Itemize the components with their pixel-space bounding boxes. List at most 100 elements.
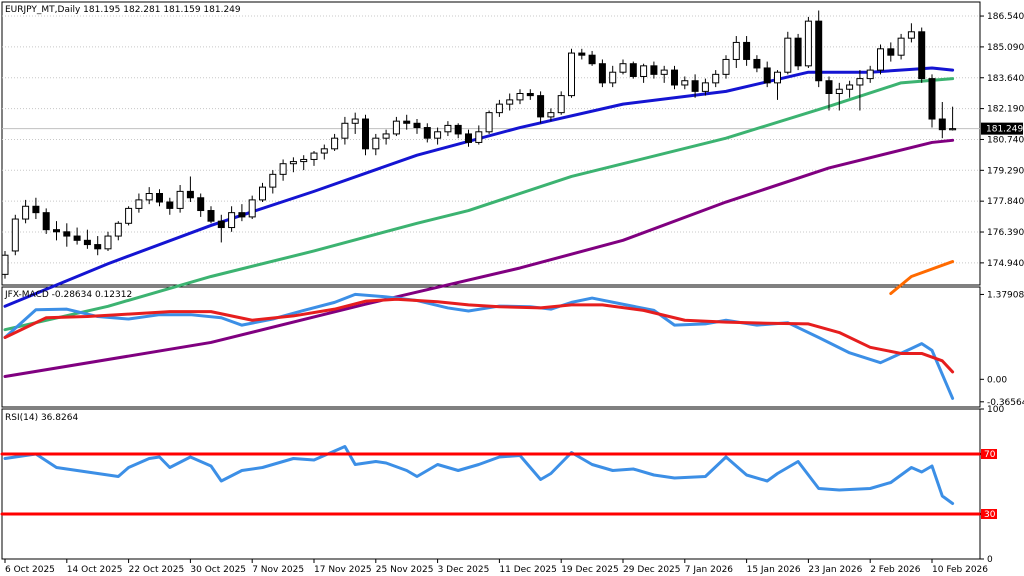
rsi-y-tick-label: 100	[987, 405, 1004, 415]
candle-body	[753, 58, 761, 69]
x-tick-label: 29 Dec 2025	[623, 565, 681, 575]
x-tick-label: 14 Oct 2025	[67, 565, 123, 575]
candle	[526, 89, 534, 100]
panel-frame-0	[1, 1, 981, 286]
candle	[475, 125, 483, 145]
candle-body	[722, 58, 730, 75]
candle-body	[526, 92, 534, 97]
candle-body	[403, 120, 411, 124]
macd-y-tick-label: 0.00	[987, 375, 1007, 385]
candle-body	[846, 84, 854, 90]
candle	[269, 170, 277, 194]
candle	[279, 159, 287, 181]
candle-body	[578, 52, 586, 56]
candle-body	[382, 133, 390, 139]
candle-body	[887, 48, 895, 56]
candle-body	[928, 78, 936, 120]
candle-body	[660, 69, 668, 75]
candle-body	[63, 231, 71, 237]
rsi-y-tick-label: 30	[984, 510, 996, 520]
candle-body	[351, 118, 359, 124]
candle	[114, 221, 122, 241]
candle	[63, 223, 71, 247]
candle	[712, 70, 720, 88]
price-y-tick-label: 185.090	[987, 43, 1024, 53]
candle-body	[423, 127, 431, 139]
candle	[248, 195, 256, 220]
candle	[444, 121, 452, 137]
candle-body	[228, 212, 236, 229]
candle	[372, 133, 380, 156]
candle-body	[259, 186, 266, 201]
candle	[897, 33, 905, 60]
candle	[825, 76, 833, 111]
candle	[650, 61, 658, 79]
candle	[362, 114, 369, 156]
candle-body	[835, 88, 843, 94]
candle	[815, 10, 823, 88]
candle	[928, 74, 936, 128]
candle	[300, 155, 308, 171]
candle-body	[53, 229, 60, 233]
last-price-label: 181.249	[986, 125, 1023, 135]
candle-body	[310, 152, 318, 160]
moving-average-line-1	[3, 77, 955, 332]
moving-average-line-2	[3, 138, 955, 378]
macd-y-tick-label: 1.37908	[987, 290, 1024, 300]
panel-frames	[1, 1, 981, 560]
candle-body	[804, 20, 812, 67]
x-tick-label: 6 Oct 2025	[5, 565, 55, 575]
candle-body	[547, 112, 555, 118]
rsi-level-tag	[981, 509, 997, 519]
candle-body	[907, 31, 915, 39]
candle-body	[609, 71, 617, 84]
candle-body	[681, 80, 689, 86]
price-y-tick-label: 182.190	[987, 105, 1024, 115]
candle	[485, 110, 493, 134]
candle	[938, 102, 946, 139]
price-y-tick-label: 176.390	[987, 228, 1024, 238]
candle	[289, 157, 297, 173]
candle-body	[701, 82, 709, 92]
candle	[310, 150, 318, 166]
candle-body	[598, 63, 606, 84]
candle	[763, 61, 771, 88]
candle-body	[475, 131, 483, 143]
candle-body	[506, 99, 514, 105]
candle-body	[866, 69, 874, 80]
candle-body	[94, 244, 102, 250]
candle	[434, 127, 442, 145]
candle-body	[341, 122, 349, 139]
candle-body	[516, 92, 524, 101]
candle-body	[11, 218, 19, 252]
candle	[681, 76, 689, 90]
rsi-line	[3, 445, 955, 505]
candle	[125, 206, 133, 226]
candle	[774, 70, 781, 100]
macd-y-tick-label: -0.36564	[987, 398, 1024, 408]
candle	[495, 99, 503, 117]
candle	[568, 48, 575, 98]
candle-body	[619, 63, 627, 73]
candle	[73, 227, 81, 245]
price-y-tick-label: 179.290	[987, 166, 1024, 176]
candle-body	[640, 65, 648, 77]
candle	[949, 106, 957, 131]
labels-layer: 6 Oct 2025 14 Oct 2025 22 Oct 2025 30 Oct 2…	[4, 12, 1024, 575]
candle-body	[331, 137, 339, 150]
candle	[629, 61, 637, 79]
candle	[877, 44, 884, 75]
candle	[640, 63, 648, 83]
candle	[186, 176, 194, 203]
candle	[22, 199, 30, 224]
candle-body	[794, 37, 802, 67]
price-y-tick-label: 180.740	[987, 135, 1024, 145]
candle	[866, 65, 874, 83]
candle	[856, 70, 864, 111]
candle	[351, 112, 359, 134]
candle	[104, 231, 112, 251]
candle-body	[815, 20, 823, 82]
candle	[743, 36, 751, 66]
candle-body	[114, 222, 122, 237]
candle-body	[269, 173, 277, 188]
